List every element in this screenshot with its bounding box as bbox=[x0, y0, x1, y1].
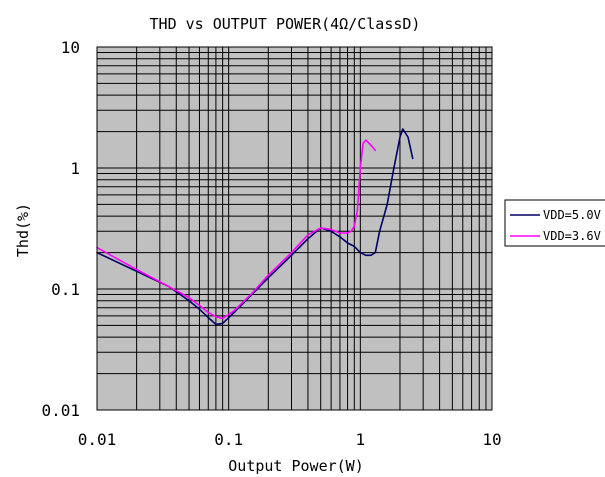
series-line-2 bbox=[96, 139, 377, 320]
y-tick-label: 0.01 bbox=[41, 401, 80, 420]
series-line-1 bbox=[96, 128, 414, 326]
x-tick-label: 1 bbox=[356, 430, 366, 449]
legend-label: VDD=5.0V bbox=[543, 208, 601, 222]
x-tick-label: 0.01 bbox=[78, 430, 117, 449]
x-tick-label: 0.1 bbox=[214, 430, 243, 449]
legend-box bbox=[504, 199, 605, 247]
y-tick-label: 1 bbox=[70, 159, 80, 178]
y-tick-label: 0.1 bbox=[51, 280, 80, 299]
plot-area bbox=[97, 47, 492, 410]
series-layer bbox=[96, 128, 414, 326]
plot-border bbox=[96, 46, 493, 411]
chart-title: THD vs OUTPUT POWER(4Ω/ClassD) bbox=[150, 15, 421, 33]
y-axis-title: Thd(%) bbox=[14, 203, 32, 257]
x-axis-title: Output Power(W) bbox=[228, 457, 363, 475]
tick-labels: 0.01 0.1 1 10 10 1 0.1 0.01 bbox=[41, 38, 501, 449]
legend-label: VDD=3.6V bbox=[543, 229, 601, 243]
legend: VDD=5.0V VDD=3.6V bbox=[504, 199, 605, 247]
y-tick-label: 10 bbox=[61, 38, 80, 57]
x-tick-label: 10 bbox=[482, 430, 501, 449]
